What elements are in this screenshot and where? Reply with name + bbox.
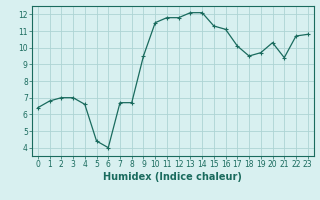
X-axis label: Humidex (Indice chaleur): Humidex (Indice chaleur): [103, 172, 242, 182]
